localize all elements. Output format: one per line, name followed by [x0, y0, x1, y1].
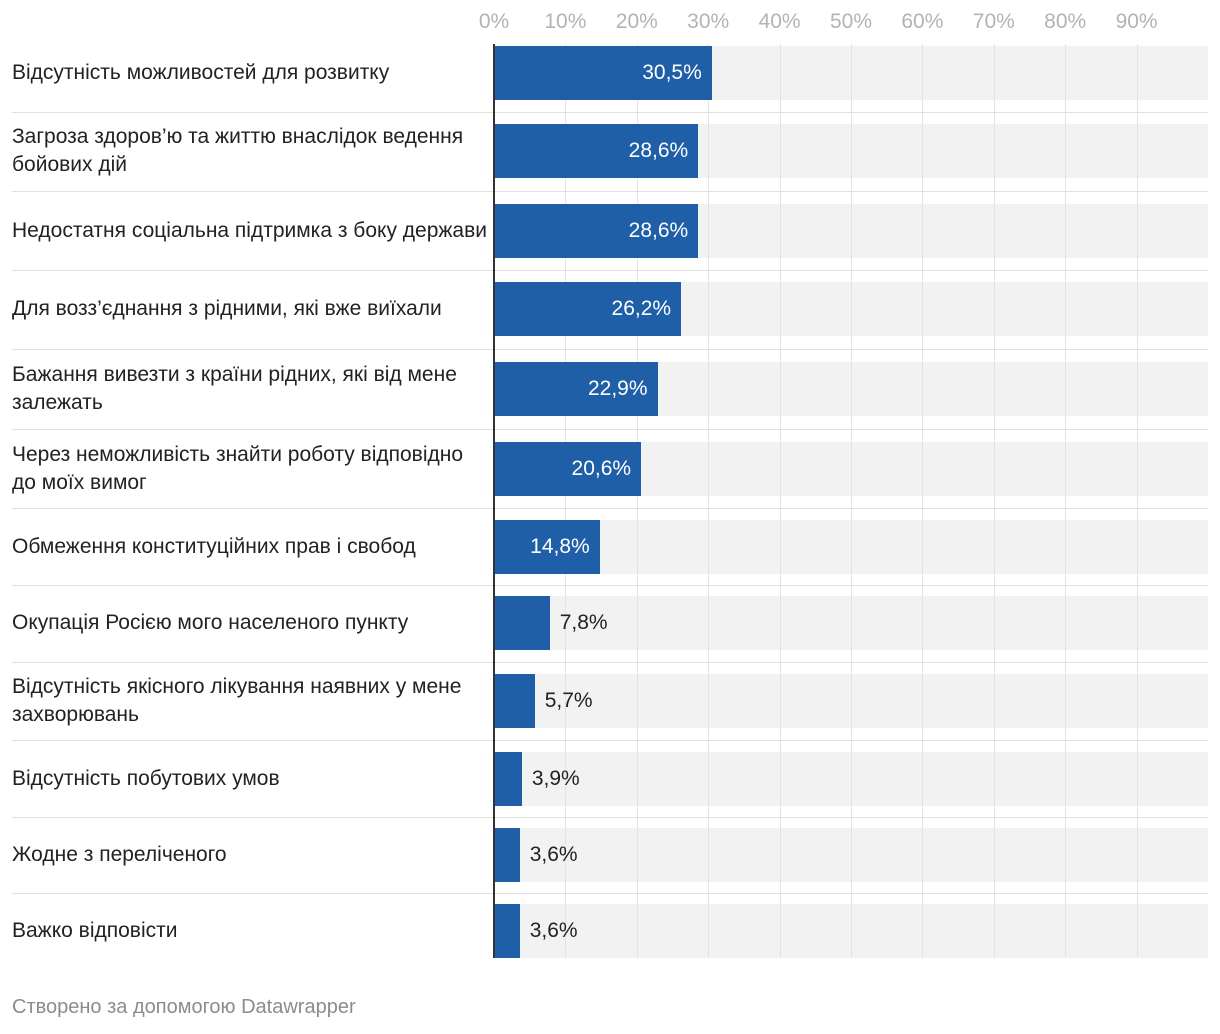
bar — [494, 282, 682, 336]
x-tick-label: 10% — [544, 10, 587, 33]
bar — [494, 828, 520, 882]
x-tick-label: 0% — [478, 10, 510, 33]
bar — [494, 904, 520, 958]
bar-value-label: 7,8% — [559, 611, 608, 634]
bar-value-label: 20,6% — [571, 457, 632, 480]
bar — [494, 596, 550, 650]
bar — [494, 362, 658, 416]
row-separator — [12, 429, 1208, 430]
gridline — [779, 44, 781, 958]
x-tick-label: 80% — [1044, 10, 1087, 33]
bar-value-label: 22,9% — [587, 377, 648, 400]
bar-value-label: 3,6% — [529, 843, 578, 866]
bar — [494, 520, 600, 574]
row-separator — [12, 112, 1208, 113]
gridline — [922, 44, 924, 958]
category-label: Відсутність можливостей для розвитку — [12, 61, 390, 84]
x-tick-label: 60% — [901, 10, 944, 33]
row-separator — [12, 585, 1208, 586]
x-tick-label: 40% — [758, 10, 801, 33]
row-separator — [12, 508, 1208, 509]
row-separator — [12, 740, 1208, 741]
x-tick-label: 30% — [687, 10, 730, 33]
x-axis-baseline — [493, 44, 495, 958]
gridline — [636, 44, 638, 958]
gridline — [851, 44, 852, 958]
gridline — [1136, 44, 1138, 958]
bar-value-label: 30,5% — [642, 61, 702, 84]
bar — [494, 442, 642, 496]
x-tick-label: 20% — [615, 10, 658, 33]
category-label: Через неможливість знайти роботу відпові… — [12, 443, 464, 494]
row-separator — [12, 191, 1208, 192]
bar-value-label: 14,8% — [530, 535, 590, 558]
bar — [494, 46, 712, 100]
bar — [494, 204, 699, 258]
gridline — [1065, 44, 1067, 958]
bar-value-label: 5,7% — [544, 689, 593, 712]
bar-value-label: 26,2% — [611, 297, 672, 320]
bar — [494, 674, 535, 728]
row-separator — [12, 349, 1208, 350]
bar-value-label: 28,6% — [628, 139, 689, 162]
category-label: Жодне з переліченого — [12, 843, 227, 866]
category-label: Відсутність побутових умов — [12, 767, 280, 790]
footer-credit: Створено за допомогою Datawrapper — [12, 996, 356, 1018]
bar — [494, 124, 699, 178]
gridline — [708, 44, 710, 958]
category-label: Важко відповісти — [12, 919, 178, 942]
category-label: Окупація Росією мого населеного пункту — [12, 611, 409, 634]
category-label: Обмеження конституційних прав і свобод — [12, 535, 416, 558]
gridline — [565, 44, 567, 958]
row-separator — [12, 662, 1208, 663]
x-tick-label: 90% — [1115, 10, 1158, 33]
row-separator — [12, 893, 1208, 894]
row-separator — [12, 270, 1208, 271]
row-separator — [12, 817, 1208, 818]
gridline — [993, 44, 995, 958]
bar-value-label: 3,9% — [531, 767, 580, 790]
category-label: Для возз’єднання з рідними, які вже виїх… — [12, 297, 442, 320]
category-label: Загроза здоров’ю та життю внаслідок веде… — [12, 125, 464, 176]
x-tick-label: 70% — [972, 10, 1015, 33]
bar-value-label: 28,6% — [628, 219, 689, 242]
category-label: Недостатня соціальна підтримка з боку де… — [12, 219, 488, 242]
bar — [494, 752, 522, 806]
category-label: Бажання вивезти з країни рідних, які від… — [12, 363, 457, 414]
category-label: Відсутність якісного лікування наявних у… — [12, 675, 462, 726]
x-tick-label: 50% — [829, 10, 873, 33]
bar-value-label: 3,6% — [529, 919, 578, 942]
